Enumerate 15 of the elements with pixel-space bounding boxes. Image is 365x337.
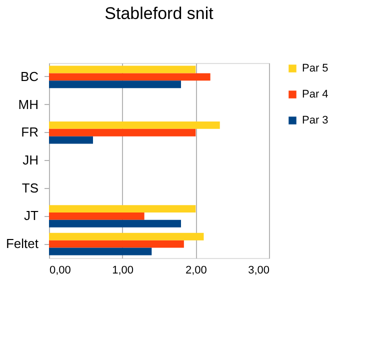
y-tick-label: FR [21,124,38,140]
x-tick-label: 3,00 [248,264,270,276]
y-tick-label: TS [22,180,39,196]
y-tick-label: BC [20,68,38,84]
y-tick-label: JT [24,208,39,224]
chart-title: Stableford snit [104,4,214,23]
x-tick-label: 1,00 [112,264,134,276]
x-tick-label: 2,00 [185,264,207,276]
y-tick-label: Feltet [6,236,39,252]
legend-label: Par 5 [302,62,328,74]
legend-label: Par 4 [302,88,328,100]
legend-label: Par 3 [302,114,328,126]
y-tick-label: JH [22,152,38,168]
y-tick-label: MH [18,96,38,112]
x-tick-label: 0,00 [50,264,71,276]
